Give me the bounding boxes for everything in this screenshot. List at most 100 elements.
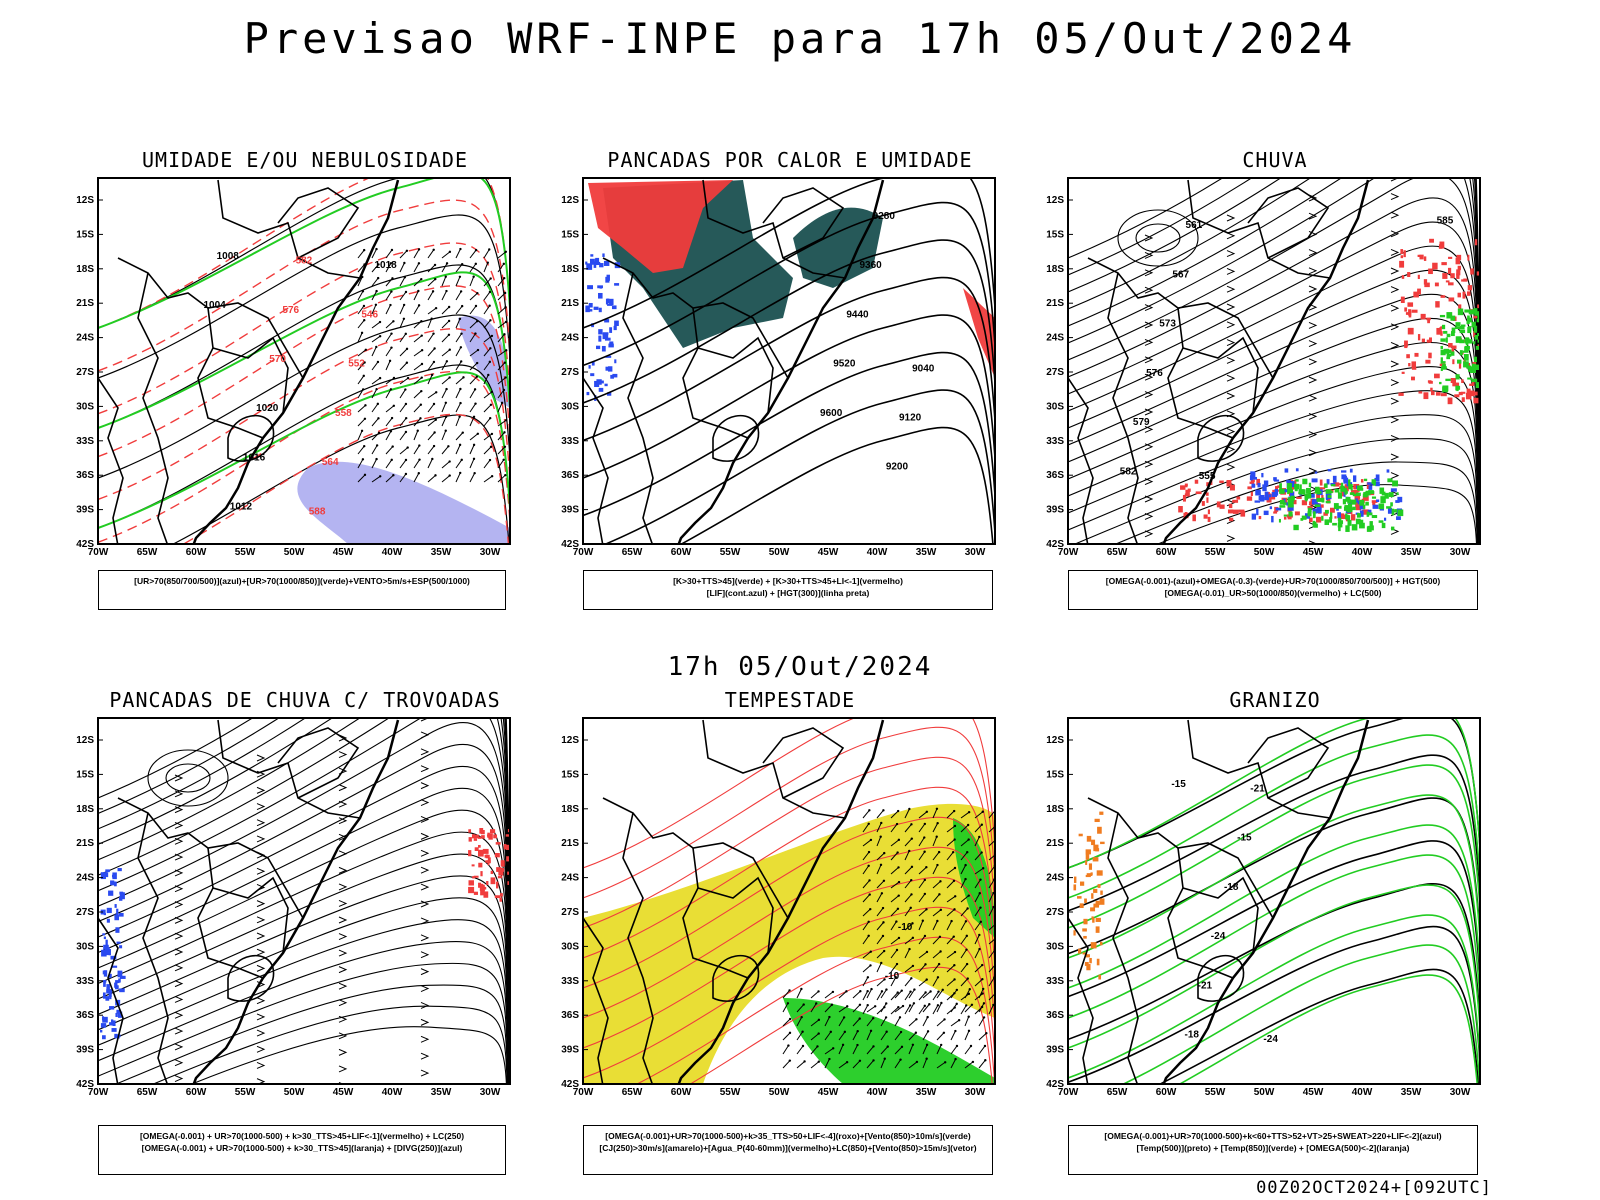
page-title: Previsao WRF-INPE para 17h 05/Out/2024 — [243, 14, 1357, 63]
jet-yellow-fill — [583, 803, 995, 1084]
lon-tick-label: 45W — [1303, 547, 1324, 558]
lon-tick-label: 35W — [1401, 1087, 1422, 1098]
lat-tick-label: 24S — [76, 333, 94, 344]
precip-speckles — [468, 828, 510, 902]
lat-tick-label: 42S — [76, 1079, 94, 1090]
lat-tick-label: 33S — [1046, 976, 1064, 987]
lon-tick-label: 40W — [382, 1087, 403, 1098]
contour-value-label: 1020 — [256, 403, 279, 414]
humidity-mid-fill — [297, 315, 510, 544]
lat-tick-label: 39S — [1046, 1045, 1064, 1056]
lat-tick-label: 24S — [1046, 873, 1064, 884]
precip-speckles — [100, 868, 126, 1040]
lon-tick-label: 35W — [916, 547, 937, 558]
map-frame — [582, 717, 996, 1085]
lon-tick-label: 50W — [1254, 547, 1275, 558]
lat-tick-label: 18S — [76, 804, 94, 815]
panel-title: GRANIZO — [1229, 688, 1321, 712]
contour-value-label: -24 — [1211, 931, 1226, 942]
panel-title: PANCADAS POR CALOR E UMIDADE — [607, 148, 973, 172]
contour-value-label: 9440 — [846, 309, 869, 320]
contour-value-label: 1018 — [375, 260, 398, 271]
contour-value-label: -10 — [885, 971, 900, 982]
lat-tick-label: 36S — [561, 1010, 579, 1021]
contour-value-label: 558 — [335, 408, 352, 419]
lat-tick-label: 18S — [561, 804, 579, 815]
lat-tick-label: 21S — [561, 838, 579, 849]
lon-tick-label: 40W — [1352, 1087, 1373, 1098]
lon-tick-label: 30W — [480, 547, 501, 558]
lat-tick-label: 24S — [561, 873, 579, 884]
lat-tick-label: 27S — [76, 367, 94, 378]
lat-tick-label: 30S — [1046, 401, 1064, 412]
model-run-stamp: 00Z02OCT2024+[092UTC] — [1256, 1178, 1492, 1198]
lon-tick-label: 45W — [1303, 1087, 1324, 1098]
lat-tick-label: 12S — [561, 195, 579, 206]
lon-tick-label: 45W — [818, 1087, 839, 1098]
lon-tick-label: 65W — [1107, 547, 1128, 558]
lat-tick-label: 18S — [561, 264, 579, 275]
panel-title: UMIDADE E/OU NEBULOSIDADE — [141, 148, 469, 172]
lat-tick-label: 24S — [561, 333, 579, 344]
caption-line: [CJ(250)>30m/s](amarelo)+[Agua_P(40-60mm… — [599, 1143, 977, 1153]
lon-tick-label: 55W — [1205, 1087, 1226, 1098]
lat-tick-label: 12S — [1046, 735, 1064, 746]
lat-tick-label: 24S — [1046, 333, 1064, 344]
contour-value-label: -15 — [1237, 833, 1252, 844]
contour-value-label: 9600 — [820, 408, 843, 419]
contour-value-label: 582 — [296, 256, 313, 267]
caption-line: [LIF](cont.azul) + [HGT(300)](linha pret… — [706, 588, 870, 598]
coastline-borders — [1068, 719, 1370, 1084]
panel-legend-caption: [OMEGA(-0.001)+UR>70(1000-500)+k>35_TTS>… — [583, 1125, 993, 1175]
map-frame — [582, 177, 996, 545]
contour-value-label: 570 — [269, 354, 286, 365]
contour-value-label: 579 — [1133, 417, 1150, 428]
contour-value-label: 576 — [1146, 368, 1163, 379]
lon-tick-label: 30W — [480, 1087, 501, 1098]
lon-tick-label: 60W — [1156, 547, 1177, 558]
lon-tick-label: 65W — [137, 1087, 158, 1098]
lat-tick-label: 36S — [76, 1010, 94, 1021]
lat-tick-label: 30S — [76, 401, 94, 412]
lat-tick-label: 18S — [1046, 804, 1064, 815]
panel-title: TEMPESTADE — [724, 688, 856, 712]
contour-value-label: 9040 — [912, 363, 935, 374]
coastline-borders — [98, 179, 400, 544]
lat-tick-label: 39S — [561, 1045, 579, 1056]
caption-line: [Temp(500)](preto) + [Temp(850)](verde) … — [1136, 1143, 1410, 1153]
caption-line: [OMEGA(-0.001)-(azul)+OMEGA(-0.3)-(verde… — [1105, 576, 1441, 586]
lon-tick-label: 65W — [1107, 1087, 1128, 1098]
lon-tick-label: 55W — [720, 1087, 741, 1098]
lat-tick-label: 39S — [76, 1045, 94, 1056]
map-frame — [97, 177, 511, 545]
lat-tick-label: 21S — [1046, 838, 1064, 849]
lat-tick-label: 33S — [76, 436, 94, 447]
panel-title: PANCADAS DE CHUVA C/ TROVOADAS — [109, 688, 501, 712]
panel-legend-caption: [OMEGA(-0.001) + UR>70(1000-500) + k>30_… — [98, 1125, 506, 1175]
streamlines — [98, 718, 510, 1084]
lon-tick-label: 70W — [1058, 547, 1079, 558]
wind-vectors — [782, 987, 988, 1069]
lat-tick-label: 27S — [1046, 907, 1064, 918]
contour-value-label: 9200 — [886, 462, 909, 473]
lat-tick-label: 27S — [1046, 367, 1064, 378]
lat-tick-label: 18S — [76, 264, 94, 275]
contour-value-label: 588 — [309, 506, 326, 517]
caption-line: [OMEGA(-0.01)_UR>50(1000/850)(vermelho) … — [1164, 588, 1382, 598]
lat-tick-label: 36S — [1046, 1010, 1064, 1021]
lat-tick-label: 15S — [76, 229, 94, 240]
lon-tick-label: 70W — [1058, 1087, 1079, 1098]
map-panel-3: CHUVA 12S 15S 18S 21S 24S 27S 30S 33S 36S 39S 42S 70… — [1040, 148, 1510, 618]
contour-value-label: 573 — [1159, 319, 1176, 330]
lon-tick-label: 35W — [916, 1087, 937, 1098]
lon-tick-label: 40W — [382, 547, 403, 558]
precip-speckles — [585, 253, 621, 401]
caption-line: [OMEGA(-0.001) + UR>70(1000-500) + k>30_… — [139, 1131, 465, 1141]
contour-lines — [98, 178, 510, 529]
contour-value-label: -18 — [1184, 1030, 1199, 1041]
lat-tick-label: 30S — [76, 941, 94, 952]
valid-time-title: 17h 05/Out/2024 — [667, 652, 933, 682]
